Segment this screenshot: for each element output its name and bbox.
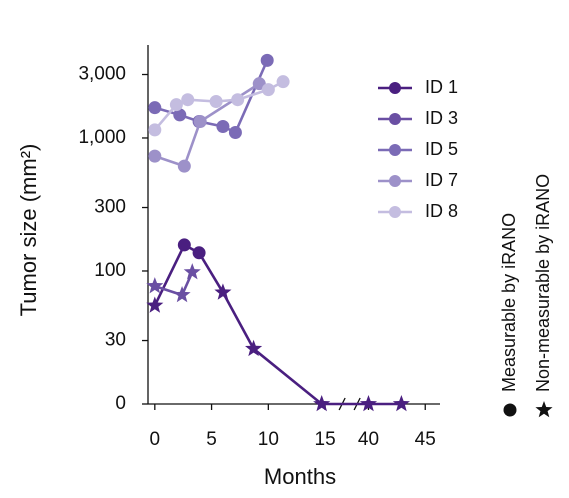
star-marker xyxy=(313,395,331,412)
circle-marker xyxy=(260,53,274,67)
legend-label: ID 7 xyxy=(425,170,458,190)
x-tick-label: 45 xyxy=(415,429,436,450)
marker-legend-symbol xyxy=(503,403,517,417)
legend-marker xyxy=(389,144,401,156)
circle-marker xyxy=(177,238,191,252)
legend-marker xyxy=(389,206,401,218)
star-marker xyxy=(245,339,263,357)
star-marker xyxy=(146,296,164,313)
y-tick-label: 100 xyxy=(94,260,126,281)
legend-marker xyxy=(389,113,401,125)
star-marker xyxy=(392,395,410,412)
circle-marker xyxy=(193,114,207,128)
legend-label: ID 8 xyxy=(425,201,458,221)
star-marker xyxy=(173,285,191,303)
x-tick-label: 10 xyxy=(258,429,279,450)
circle-marker xyxy=(177,159,191,173)
x-tick-label: 40 xyxy=(358,429,379,450)
star-marker xyxy=(359,395,378,412)
x-tick-label: 5 xyxy=(206,429,217,450)
series-line xyxy=(154,82,260,168)
circle-marker xyxy=(261,83,275,97)
y-tick-label: 0 xyxy=(115,393,126,414)
star-marker xyxy=(146,277,164,294)
legend-label: ID 1 xyxy=(425,77,458,97)
circle-marker xyxy=(231,93,245,107)
circle-marker xyxy=(169,98,183,112)
marker-legend-label: Measurable by iRANO xyxy=(499,213,519,392)
circle-marker xyxy=(148,149,162,163)
y-tick-label: 30 xyxy=(105,330,126,351)
circle-marker xyxy=(228,125,242,139)
y-axis-label: Tumor size (mm²) xyxy=(16,144,41,317)
circle-marker xyxy=(173,108,187,122)
legend-label: ID 3 xyxy=(425,108,458,128)
circle-marker xyxy=(148,101,162,115)
x-tick-label: 15 xyxy=(315,429,336,450)
circle-marker xyxy=(192,246,206,260)
star-marker xyxy=(214,283,232,300)
marker-legend-label: Non-measurable by iRANO xyxy=(533,174,553,392)
circle-marker xyxy=(209,95,223,109)
circle-marker xyxy=(148,123,162,137)
legend-marker xyxy=(389,82,401,94)
y-tick-label: 1,000 xyxy=(78,127,126,148)
legend-label: ID 5 xyxy=(425,139,458,159)
y-tick-label: 3,000 xyxy=(78,64,126,85)
circle-marker xyxy=(276,75,290,89)
circle-marker xyxy=(216,119,230,133)
marker-legend-symbol xyxy=(535,401,553,418)
x-tick-label: 0 xyxy=(150,429,161,450)
star-marker xyxy=(183,263,201,280)
circle-marker xyxy=(181,93,195,107)
y-tick-label: 300 xyxy=(94,197,126,218)
legend-marker xyxy=(389,175,401,187)
x-axis-label: Months xyxy=(264,464,336,489)
